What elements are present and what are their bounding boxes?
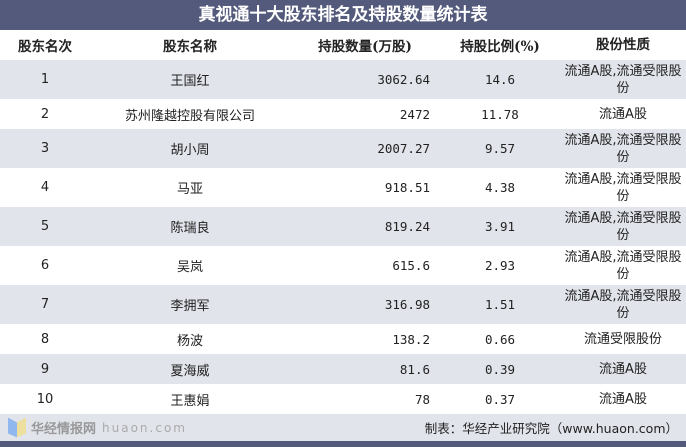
cell-type: 流通A股 bbox=[599, 106, 647, 122]
cell-rank: 2 bbox=[40, 106, 50, 122]
cell-name: 苏州隆越控股有限公司 bbox=[124, 108, 255, 124]
cell-name: 王惠娟 bbox=[170, 393, 210, 409]
cell-rank: 1 bbox=[40, 72, 50, 87]
cell-name: 吴岚 bbox=[176, 260, 203, 275]
table-row: 2 苏州隆越控股有限公司 2472 11.78 流通A股 bbox=[0, 99, 686, 129]
cell-shares: 3062.64 bbox=[377, 72, 430, 87]
cell-rank: 7 bbox=[40, 297, 50, 312]
cell-shares: 138.2 bbox=[392, 331, 430, 347]
cell-ratio: 0.37 bbox=[484, 391, 516, 407]
cell-ratio: 14.6 bbox=[484, 72, 516, 87]
cell-type: 流通A股,流通受限股份 bbox=[564, 132, 682, 165]
cell-type: 流通A股,流通受限股份 bbox=[564, 171, 682, 204]
cell-rank: 5 bbox=[40, 219, 50, 234]
cell-type: 流通A股 bbox=[599, 391, 647, 407]
cell-name: 马亚 bbox=[176, 182, 203, 197]
cell-name: 杨波 bbox=[176, 333, 203, 349]
cell-type: 流通A股,流通受限股份 bbox=[564, 288, 682, 321]
cell-type: 流通受限股份 bbox=[583, 331, 662, 347]
cell-ratio: 9.57 bbox=[484, 141, 516, 156]
header-type: 股份性质 bbox=[596, 36, 650, 53]
cell-ratio: 3.91 bbox=[484, 219, 516, 234]
table-row: 8 杨波 138.2 0.66 流通受限股份 bbox=[0, 324, 686, 354]
cell-name: 王国红 bbox=[170, 74, 210, 89]
cell-shares: 615.6 bbox=[392, 258, 430, 273]
cell-shares: 2007.27 bbox=[377, 141, 430, 156]
header-name: 股东名称 bbox=[163, 39, 217, 55]
cell-rank: 9 bbox=[40, 361, 50, 377]
table-row: 7 李拥军 316.98 1.51 流通A股,流通受限股份 bbox=[0, 285, 686, 324]
cell-shares: 78 bbox=[414, 391, 430, 407]
watermark: 华经情报网 huaon.com bbox=[8, 417, 187, 438]
cell-rank: 6 bbox=[40, 258, 50, 273]
cell-type: 流通A股,流通受限股份 bbox=[564, 63, 682, 96]
cell-ratio: 2.93 bbox=[484, 258, 516, 273]
footer: 华经情报网 huaon.com 制表：华经产业研究院（www.huaon.com… bbox=[0, 414, 686, 441]
table-row: 4 马亚 918.51 4.38 流通A股,流通受限股份 bbox=[0, 168, 686, 207]
table-row: 9 夏海威 81.6 0.39 流通A股 bbox=[0, 354, 686, 384]
table-row: 6 吴岚 615.6 2.93 流通A股,流通受限股份 bbox=[0, 246, 686, 285]
cell-type: 流通A股,流通受限股份 bbox=[564, 210, 682, 243]
cell-ratio: 0.39 bbox=[484, 361, 516, 377]
cell-shares: 2472 bbox=[399, 106, 430, 122]
cell-rank: 8 bbox=[40, 331, 50, 347]
cell-rank: 4 bbox=[40, 180, 50, 195]
cell-shares: 81.6 bbox=[399, 361, 430, 377]
cell-rank: 10 bbox=[36, 391, 54, 407]
table-title: 真视通十大股东排名及持股数量统计表 bbox=[0, 0, 686, 30]
cell-name: 夏海威 bbox=[170, 363, 210, 379]
header-ratio: 持股比例(%) bbox=[460, 39, 540, 55]
cell-type: 流通A股 bbox=[599, 361, 647, 377]
cell-rank: 3 bbox=[40, 141, 50, 156]
cell-type: 流通A股,流通受限股份 bbox=[564, 249, 682, 282]
cell-ratio: 11.78 bbox=[481, 106, 519, 122]
cell-shares: 918.51 bbox=[384, 180, 430, 195]
cell-name: 胡小周 bbox=[170, 143, 210, 158]
cell-ratio: 1.51 bbox=[484, 297, 516, 312]
cell-name: 陈瑞良 bbox=[170, 221, 210, 236]
table-header: 股东名次 股东名称 持股数量(万股) 持股比例(%) 股份性质 bbox=[0, 30, 686, 60]
cell-shares: 819.24 bbox=[384, 219, 430, 234]
header-rank: 股东名次 bbox=[18, 39, 72, 55]
table-row: 10 王惠娟 78 0.37 流通A股 bbox=[0, 384, 686, 414]
table-row: 1 王国红 3062.64 14.6 流通A股,流通受限股份 bbox=[0, 60, 686, 99]
watermark-text: 华经情报网 bbox=[31, 422, 97, 437]
source-note: 制表：华经产业研究院（www.huaon.com） bbox=[424, 421, 678, 436]
cell-shares: 316.98 bbox=[384, 297, 430, 312]
cell-ratio: 4.38 bbox=[484, 180, 516, 195]
watermark-logo-icon bbox=[8, 417, 26, 438]
cell-name: 李拥军 bbox=[170, 299, 210, 314]
bottom-bar bbox=[0, 441, 686, 447]
table-row: 5 陈瑞良 819.24 3.91 流通A股,流通受限股份 bbox=[0, 207, 686, 246]
header-shares: 持股数量(万股) bbox=[318, 39, 412, 55]
cell-ratio: 0.66 bbox=[484, 331, 516, 347]
watermark-sub: huaon.com bbox=[102, 420, 187, 435]
table-row: 3 胡小周 2007.27 9.57 流通A股,流通受限股份 bbox=[0, 129, 686, 168]
